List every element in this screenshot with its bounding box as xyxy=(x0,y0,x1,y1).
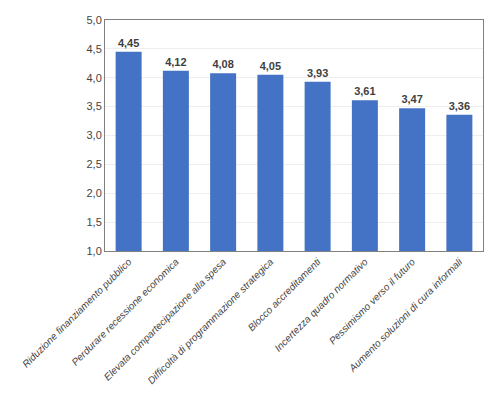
svg-text:4,12: 4,12 xyxy=(165,56,186,68)
svg-text:5,0: 5,0 xyxy=(87,14,102,26)
svg-text:Pessimismo verso il futuro: Pessimismo verso il futuro xyxy=(327,256,418,347)
svg-text:4,05: 4,05 xyxy=(260,60,281,72)
svg-text:3,61: 3,61 xyxy=(354,85,375,97)
svg-text:3,93: 3,93 xyxy=(307,67,328,79)
svg-text:4,45: 4,45 xyxy=(118,37,139,49)
svg-text:Blocco accreditamenti: Blocco accreditamenti xyxy=(246,256,323,333)
svg-text:3,5: 3,5 xyxy=(87,100,102,112)
svg-text:Aumento soluzioni di cura info: Aumento soluzioni di cura informali xyxy=(346,256,465,375)
svg-text:Perdurare recessione economica: Perdurare recessione economica xyxy=(69,256,181,368)
svg-text:3,47: 3,47 xyxy=(401,93,422,105)
svg-text:1,0: 1,0 xyxy=(87,245,102,257)
svg-text:Difficoltà di programmazione s: Difficoltà di programmazione strategica xyxy=(145,256,275,386)
svg-text:3,36: 3,36 xyxy=(449,100,470,112)
svg-text:4,0: 4,0 xyxy=(87,72,102,84)
svg-text:1,5: 1,5 xyxy=(87,216,102,228)
svg-text:3,0: 3,0 xyxy=(87,129,102,141)
svg-text:4,5: 4,5 xyxy=(87,43,102,55)
svg-text:Elevata compartecipazione alla: Elevata compartecipazione alla spesa xyxy=(102,256,229,383)
svg-text:Incertezza quadro normativo: Incertezza quadro normativo xyxy=(272,256,370,354)
svg-text:4,08: 4,08 xyxy=(212,58,233,70)
svg-text:Riduzione finanziamento pubbli: Riduzione finanziamento pubblico xyxy=(20,256,134,370)
svg-text:2,5: 2,5 xyxy=(87,158,102,170)
svg-text:2,0: 2,0 xyxy=(87,187,102,199)
